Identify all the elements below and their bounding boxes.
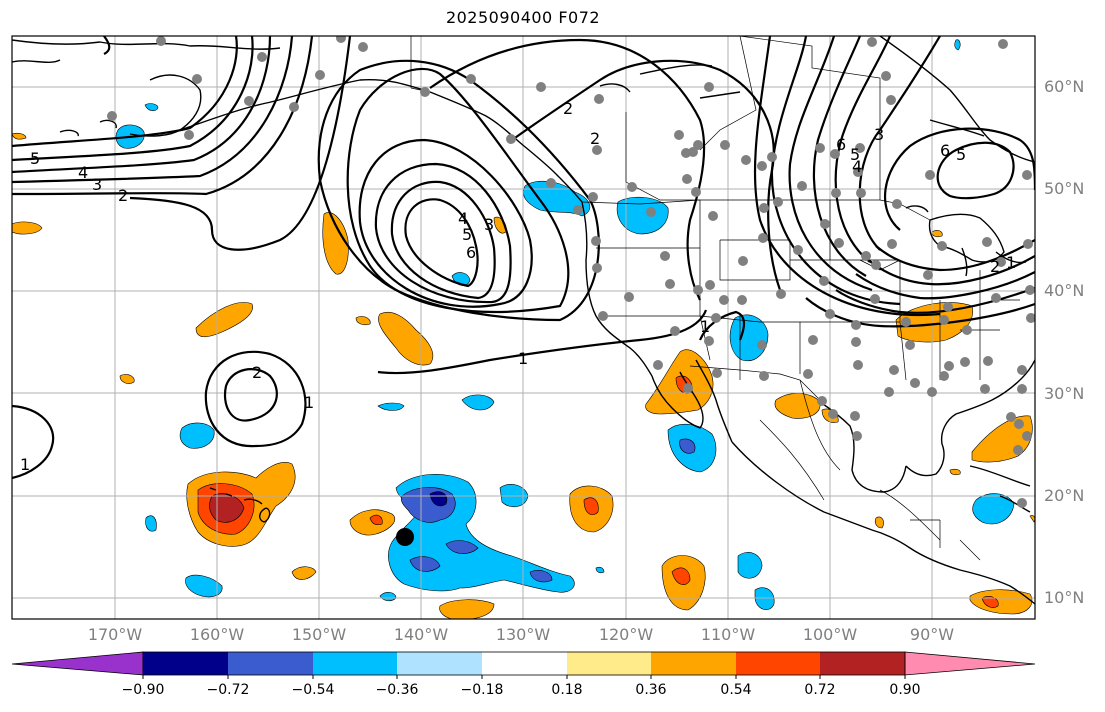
colorbar-tick-label: −0.90: [121, 682, 165, 698]
contour-label: 2: [990, 257, 1000, 276]
colorbar-tick-label: 0.90: [889, 682, 921, 698]
lat-label: 30°N: [1044, 384, 1085, 403]
lon-label: 100°W: [802, 625, 858, 644]
lon-label: 170°W: [87, 625, 143, 644]
station-dots: [107, 36, 1035, 508]
lon-label: 110°W: [700, 625, 756, 644]
contour-label: 1: [700, 317, 710, 336]
lon-label: 120°W: [598, 625, 654, 644]
colorbar-tick-label: 0.36: [635, 682, 667, 698]
colorbar-extend-low: [11, 651, 144, 676]
lon-label: 130°W: [495, 625, 551, 644]
contour-label: 6: [940, 141, 950, 160]
lon-label: 160°W: [189, 625, 245, 644]
map-title: 2025090400 F072: [445, 8, 601, 27]
colorbar-tick-label: 0.18: [551, 682, 583, 698]
contour-label: 4: [78, 163, 88, 182]
contour-label: 1: [1006, 253, 1016, 272]
contour-lines: [12, 36, 1035, 480]
colorbar-segment: [397, 652, 482, 675]
map-frame: [11, 35, 1036, 620]
contour-label: 5: [462, 225, 472, 244]
contour-label: 2: [118, 186, 128, 205]
colorbar-segment: [651, 652, 736, 675]
contour-label: 3: [874, 125, 884, 144]
lon-label: 90°W: [909, 625, 955, 644]
lat-label: 50°N: [1044, 179, 1085, 198]
contour-label: 1: [518, 349, 528, 368]
colorbar-tick-label: −0.54: [291, 682, 335, 698]
colorbar-tick-label: −0.18: [460, 682, 504, 698]
contour-label: 3: [484, 215, 494, 234]
colorbar-segment: [736, 652, 820, 675]
contour-label: 5: [956, 145, 966, 164]
lon-label: 150°W: [291, 625, 347, 644]
colorbar-extend-high: [904, 651, 1036, 676]
colorbar-tick-label: 0.72: [804, 682, 836, 698]
storm-center-marker: [396, 528, 414, 546]
contour-label: 1: [304, 393, 314, 412]
colorbar-segment: [567, 652, 651, 675]
contour-label: 2: [252, 363, 262, 382]
colorbar-tick-label: −0.36: [375, 682, 419, 698]
contour-label: 1: [20, 455, 30, 474]
contour-label: 4: [458, 209, 468, 228]
colorbar-segment: [143, 652, 228, 675]
lat-label: 40°N: [1044, 281, 1085, 300]
lat-label: 20°N: [1044, 486, 1085, 505]
contour-label: 6: [466, 243, 476, 262]
contour-label: 5: [850, 145, 860, 164]
contour-label: 2: [563, 99, 573, 118]
lon-label: 140°W: [393, 625, 449, 644]
colorbar-segment: [482, 652, 567, 675]
colorbar: [11, 651, 1036, 679]
contour-label: 2: [590, 129, 600, 148]
lat-label: 10°N: [1044, 588, 1085, 607]
contour-label-group: 5 4 3 2 1 2 1 1 2 3 4 5 6 2 1 6 5 4 3 2 …: [20, 99, 1016, 474]
lat-label: 60°N: [1044, 77, 1085, 96]
colorbar-segment: [313, 652, 397, 675]
contour-label: 3: [92, 175, 102, 194]
contour-label: 4: [852, 157, 862, 176]
colorbar-segment: [228, 652, 313, 675]
colorbar-segment: [820, 652, 905, 675]
colorbar-tick-label: −0.72: [206, 682, 250, 698]
colorbar-tick-label: 0.54: [720, 682, 752, 698]
contour-label: 6: [836, 135, 846, 154]
contour-label: 5: [30, 149, 40, 168]
